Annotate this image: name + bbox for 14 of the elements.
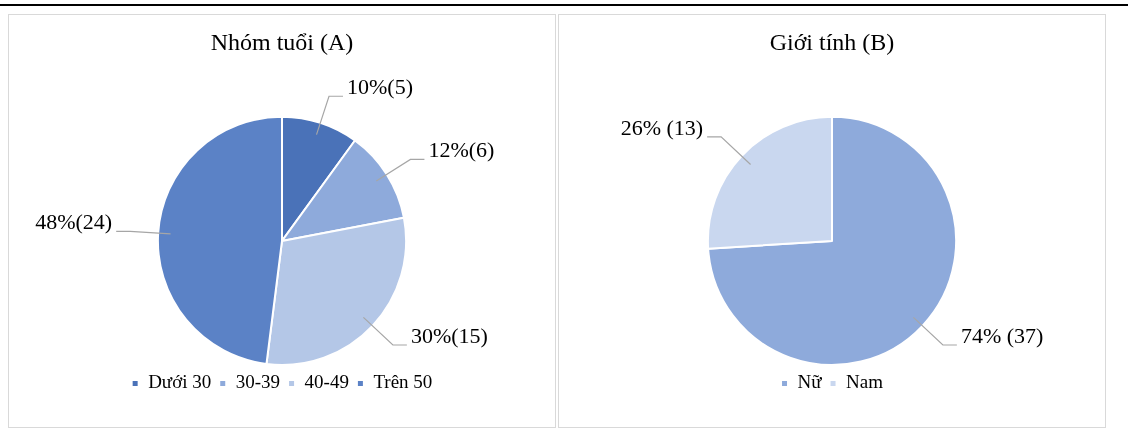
data-label: 10%(5) (347, 74, 413, 100)
legend-label: 40-49 (304, 371, 349, 393)
legend-label: 30-39 (235, 371, 281, 393)
legend-label: Trên 50 (373, 371, 433, 393)
chart-title: Nhóm tuổi (A) (210, 28, 354, 55)
legend-label: Nam (846, 371, 884, 393)
legend-label: Dưới 30 (148, 371, 212, 393)
legend-label: Nữ (797, 371, 823, 393)
data-label: 74% (37) (960, 322, 1044, 348)
data-label: 12%(6) (428, 137, 495, 163)
chart-title: Giới tính (B) (769, 28, 895, 55)
data-label: 48%(24) (35, 209, 113, 235)
data-label: 30%(15) (410, 322, 488, 348)
data-label: 26% (13) (620, 114, 704, 140)
